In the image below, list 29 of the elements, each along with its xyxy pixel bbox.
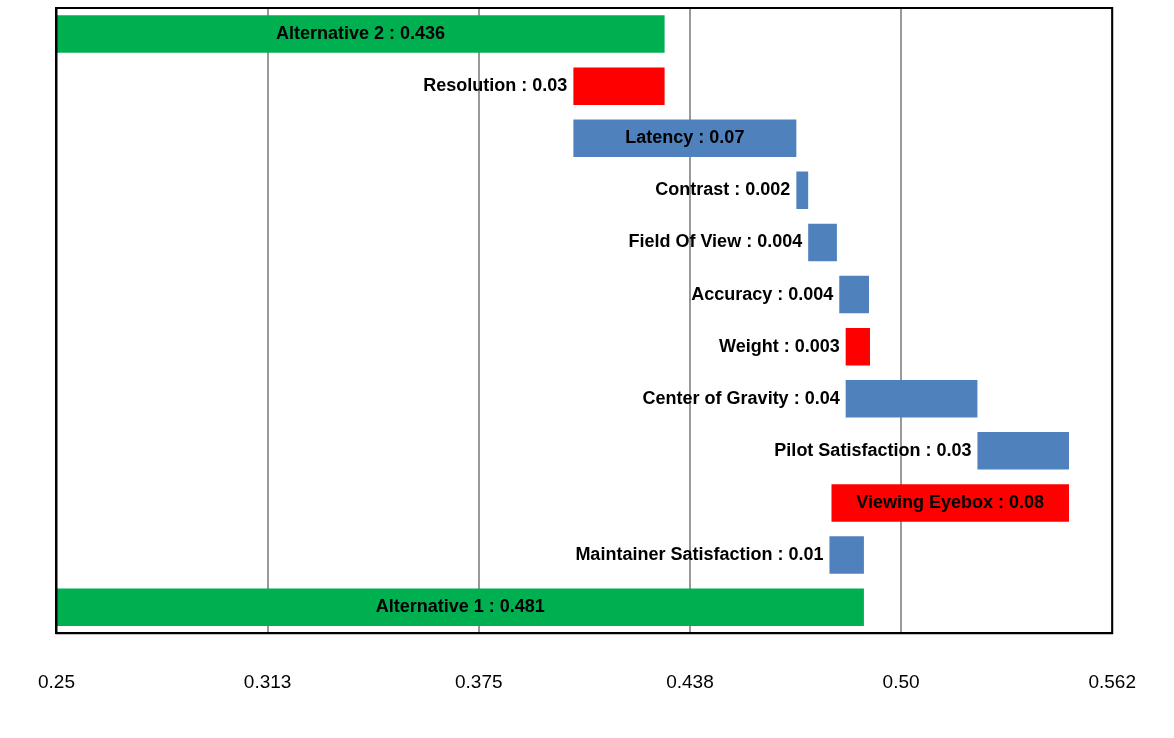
- bar: [56, 588, 864, 626]
- y-tick-label: Contrast : 0.002: [655, 179, 791, 200]
- bar: [56, 15, 665, 53]
- y-tick-label: Alternative 2 : 0.436: [276, 23, 446, 44]
- bar: [573, 67, 665, 105]
- x-tick-label: 0.562: [1088, 670, 1136, 692]
- y-tick-label: Viewing Eyebox : 0.08: [856, 491, 1045, 512]
- bar: [845, 379, 978, 418]
- x-tick-label: 0.313: [243, 670, 292, 692]
- x-tick-label: 0.25: [38, 670, 75, 692]
- y-tick-label: Center of Gravity : 0.04: [642, 387, 840, 408]
- y-tick-label: Latency : 0.07: [625, 127, 745, 148]
- y-tick-label: Field Of View : 0.004: [628, 231, 803, 252]
- y-tick-label: Accuracy : 0.004: [691, 283, 834, 304]
- bar: [796, 171, 809, 210]
- bar: [839, 275, 869, 314]
- y-tick-label: Alternative 1 : 0.481: [375, 596, 545, 617]
- x-tick-label: 0.438: [666, 670, 714, 692]
- y-tick-label: Pilot Satisfaction : 0.03: [774, 439, 972, 460]
- bar: [808, 223, 837, 262]
- y-tick-label: Weight : 0.003: [718, 335, 840, 356]
- bar: [845, 327, 870, 366]
- y-tick-label: Resolution : 0.03: [423, 75, 568, 96]
- x-tick-label: 0.375: [455, 670, 503, 692]
- bar: [829, 536, 864, 574]
- y-tick-label: Maintainer Satisfaction : 0.01: [575, 544, 824, 565]
- bar: [977, 432, 1069, 470]
- bar: [573, 119, 797, 158]
- x-tick-label: 0.50: [882, 670, 920, 692]
